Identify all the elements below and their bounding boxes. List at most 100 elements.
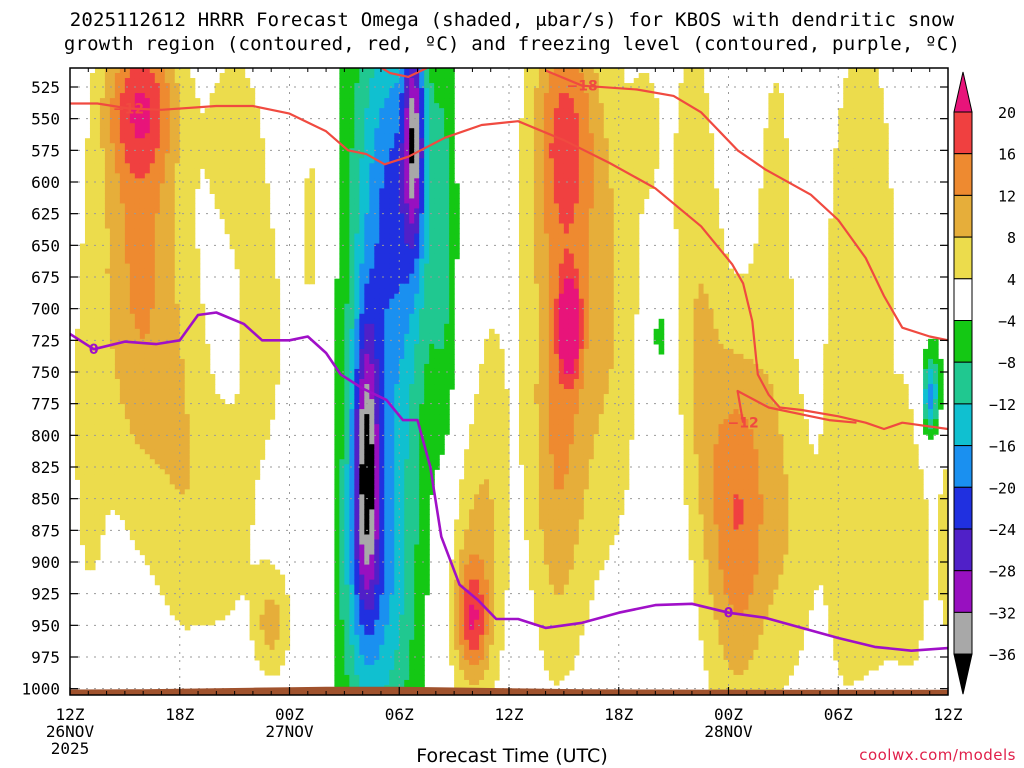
omega-cell — [334, 429, 340, 435]
omega-cell — [239, 373, 246, 380]
omega-cell — [129, 469, 136, 475]
omega-cell — [194, 318, 201, 325]
omega-cell — [174, 434, 181, 440]
omega-cell — [244, 358, 251, 365]
omega-cell — [269, 569, 276, 576]
omega-cell — [349, 619, 355, 626]
omega-cell — [224, 68, 231, 74]
omega-cell — [349, 123, 355, 129]
omega-cell — [139, 499, 146, 505]
omega-cell — [184, 529, 191, 536]
omega-cell — [229, 414, 236, 420]
omega-cell — [344, 534, 350, 541]
omega-cell — [139, 348, 146, 355]
omega-cell — [179, 564, 186, 571]
omega-cell — [359, 594, 365, 601]
omega-cell — [174, 103, 181, 109]
omega-cell — [124, 293, 131, 300]
omega-cell — [194, 469, 201, 475]
omega-cell — [184, 88, 191, 94]
omega-cell — [189, 228, 196, 235]
omega-cell — [154, 549, 161, 556]
omega-cell — [344, 474, 350, 480]
omega-cell — [219, 534, 226, 541]
omega-cell — [194, 419, 201, 425]
omega-cell — [364, 659, 370, 666]
omega-cell — [84, 489, 91, 495]
omega-cell — [384, 93, 390, 99]
omega-cell — [139, 439, 146, 445]
omega-cell — [269, 243, 276, 250]
omega-cell — [174, 208, 181, 215]
omega-cell — [119, 218, 126, 225]
omega-cell — [344, 288, 350, 295]
omega-cell — [374, 188, 380, 194]
omega-cell — [94, 373, 101, 380]
omega-cell — [384, 203, 390, 210]
omega-cell — [354, 659, 360, 666]
omega-cell — [339, 118, 345, 124]
omega-cell — [159, 223, 166, 230]
omega-cell — [304, 233, 311, 240]
omega-cell — [89, 248, 96, 255]
omega-cell — [244, 449, 251, 455]
omega-cell — [119, 153, 126, 159]
omega-cell — [84, 499, 91, 505]
omega-cell — [149, 464, 156, 470]
omega-cell — [144, 228, 151, 235]
omega-cell — [234, 559, 241, 566]
omega-cell — [104, 88, 111, 94]
omega-cell — [259, 148, 266, 154]
omega-cell — [379, 604, 385, 611]
omega-cell — [244, 504, 251, 511]
omega-cell — [234, 83, 241, 89]
omega-cell — [164, 484, 171, 490]
omega-cell — [349, 459, 355, 465]
omega-cell — [229, 158, 236, 164]
omega-cell — [144, 343, 151, 350]
omega-cell — [359, 569, 365, 576]
omega-cell — [259, 599, 266, 606]
omega-cell — [194, 148, 201, 154]
omega-cell — [209, 569, 216, 576]
omega-cell — [209, 93, 216, 99]
omega-cell — [79, 514, 86, 521]
omega-cell — [249, 168, 256, 174]
omega-cell — [249, 394, 256, 400]
omega-cell — [109, 318, 116, 325]
omega-cell — [344, 353, 350, 360]
omega-cell — [269, 323, 276, 330]
omega-cell — [384, 188, 390, 194]
omega-cell — [379, 178, 385, 184]
omega-cell — [229, 529, 236, 536]
omega-cell — [339, 399, 345, 405]
omega-cell — [164, 98, 171, 104]
omega-cell — [119, 489, 126, 495]
omega-cell — [104, 504, 111, 511]
omega-cell — [224, 218, 231, 225]
omega-cell — [109, 298, 116, 305]
omega-cell — [159, 434, 166, 440]
omega-cell — [89, 278, 96, 285]
omega-cell — [139, 539, 146, 546]
omega-cell — [89, 559, 96, 566]
omega-cell — [204, 118, 211, 124]
omega-cell — [384, 153, 390, 159]
omega-cell — [349, 83, 355, 89]
omega-cell — [189, 358, 196, 365]
omega-cell — [244, 579, 251, 586]
omega-cell — [349, 293, 355, 300]
omega-cell — [134, 373, 141, 380]
omega-cell — [89, 373, 96, 380]
omega-cell — [269, 564, 276, 571]
omega-cell — [179, 173, 186, 179]
omega-cell — [344, 308, 350, 315]
omega-cell — [264, 599, 271, 606]
omega-cell — [89, 363, 96, 370]
omega-cell — [334, 409, 340, 415]
omega-cell — [139, 358, 146, 365]
omega-cell — [354, 624, 360, 631]
omega-cell — [119, 93, 126, 99]
omega-cell — [114, 494, 121, 500]
omega-cell — [349, 644, 355, 651]
